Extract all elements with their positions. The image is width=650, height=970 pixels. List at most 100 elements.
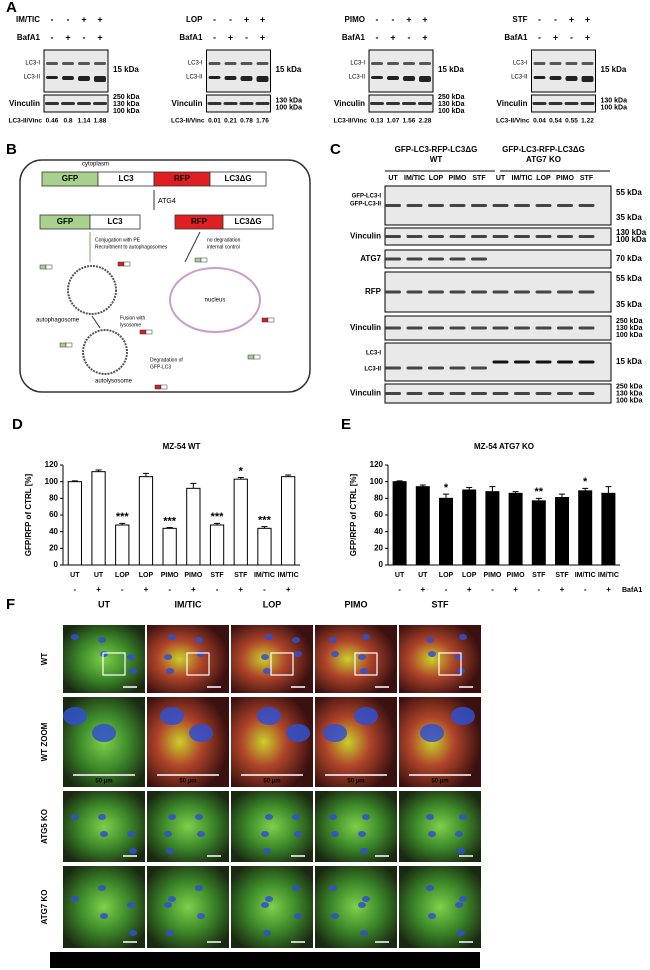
error-bar bbox=[535, 497, 542, 501]
band bbox=[535, 392, 552, 395]
group-label: GFP-LC3-RFP-LC3ΔG bbox=[502, 145, 585, 154]
row-label: BafA1 bbox=[179, 33, 203, 42]
nucleus-dot bbox=[294, 831, 302, 837]
icon bbox=[59, 342, 67, 348]
nucleus-dot bbox=[329, 637, 337, 643]
sign: + bbox=[260, 14, 265, 24]
treatment-sign: + bbox=[606, 585, 611, 594]
band-label: LC3-I bbox=[513, 61, 528, 67]
treatment-sign: - bbox=[74, 585, 77, 594]
construct-part: GFP bbox=[62, 174, 79, 183]
micrograph bbox=[147, 697, 229, 787]
band bbox=[492, 204, 509, 207]
blot-lc3 bbox=[531, 49, 596, 93]
marker: 15 kDa bbox=[601, 65, 627, 74]
nucleus-dot bbox=[164, 654, 172, 660]
nucleus-dot bbox=[197, 831, 205, 837]
nucleus-dot bbox=[195, 885, 203, 891]
error-bar bbox=[489, 486, 496, 492]
marker: 100 kDa bbox=[276, 104, 303, 111]
nucleus-dot bbox=[323, 724, 347, 742]
significance: ** bbox=[535, 486, 544, 498]
marker: 55 kDa bbox=[616, 188, 642, 197]
marker: 35 kDa bbox=[616, 213, 642, 222]
y-tick-label: 60 bbox=[374, 510, 383, 519]
band bbox=[471, 235, 487, 238]
sign: + bbox=[406, 14, 411, 24]
y-tick-label: 120 bbox=[45, 460, 59, 469]
sign: - bbox=[554, 14, 557, 24]
loading-label: Vinculin bbox=[172, 99, 203, 108]
ratio: 2.28 bbox=[419, 118, 432, 125]
y-tick-label: 0 bbox=[379, 560, 384, 569]
treatment-sign: - bbox=[537, 585, 540, 594]
band bbox=[557, 326, 573, 330]
band bbox=[514, 392, 530, 395]
bar bbox=[162, 527, 177, 566]
ratio-label: LC3-II/Vinc bbox=[171, 118, 205, 125]
band bbox=[428, 392, 444, 395]
ratio: 0.01 bbox=[208, 118, 221, 125]
bar bbox=[485, 491, 500, 566]
band bbox=[387, 76, 399, 80]
zoom-box bbox=[186, 652, 210, 676]
scale-label: 50 µm bbox=[431, 779, 448, 785]
icon bbox=[160, 384, 168, 390]
band bbox=[371, 62, 383, 65]
nucleus-dot bbox=[197, 913, 205, 919]
band bbox=[533, 76, 546, 79]
treatment-sign: - bbox=[216, 585, 219, 594]
drug-label: PIMO bbox=[345, 15, 365, 24]
y-tick-label: 40 bbox=[374, 527, 383, 536]
band bbox=[256, 76, 269, 82]
marker: 100 kDa bbox=[601, 104, 628, 111]
column-label: UT bbox=[98, 599, 110, 609]
nucleus-dot bbox=[265, 896, 273, 902]
nucleus-dot bbox=[329, 885, 337, 891]
band bbox=[45, 102, 59, 105]
construct-part: RFP bbox=[174, 174, 191, 183]
band bbox=[419, 62, 431, 65]
sign: - bbox=[376, 32, 379, 42]
nucleus-dot bbox=[358, 831, 366, 837]
error-bar bbox=[261, 526, 268, 529]
band bbox=[239, 102, 254, 105]
treatment-sign: + bbox=[560, 585, 565, 594]
y-tick-label: 100 bbox=[370, 477, 384, 486]
marker: 130 kDa bbox=[616, 390, 643, 397]
product-part: RFP bbox=[191, 217, 208, 226]
sign: + bbox=[585, 14, 590, 24]
significance: *** bbox=[116, 511, 130, 523]
marker: 250 kDa bbox=[616, 318, 643, 325]
band bbox=[578, 392, 595, 395]
treatment-sign: - bbox=[263, 585, 266, 594]
note: Recruitment to autophagosomes bbox=[95, 244, 168, 250]
band bbox=[223, 102, 238, 105]
band bbox=[428, 235, 444, 238]
band bbox=[471, 204, 487, 207]
band bbox=[207, 102, 222, 105]
sign: - bbox=[538, 14, 541, 24]
sign: - bbox=[538, 32, 541, 42]
nucleus-dot bbox=[426, 885, 434, 891]
y-tick-label: 80 bbox=[49, 493, 58, 502]
band bbox=[224, 76, 237, 80]
blot-vinculin bbox=[531, 94, 596, 113]
band bbox=[385, 235, 401, 238]
chart-title: MZ-54 WT bbox=[163, 442, 201, 451]
band-label: LC3-II bbox=[511, 75, 528, 81]
band bbox=[386, 102, 400, 105]
autophagosome bbox=[67, 265, 117, 315]
nucleus-dot bbox=[257, 707, 281, 725]
micrograph bbox=[315, 625, 397, 693]
sign: - bbox=[213, 14, 216, 24]
x-tick-label: LOP bbox=[115, 572, 130, 579]
nucleus-dot bbox=[71, 814, 79, 820]
error-bar bbox=[214, 522, 221, 525]
note: internal control bbox=[207, 244, 240, 250]
significance: *** bbox=[163, 515, 177, 527]
band bbox=[471, 290, 487, 294]
nucleus-dot bbox=[71, 634, 79, 640]
y-tick-label: 0 bbox=[54, 560, 59, 569]
micrograph bbox=[231, 791, 313, 862]
